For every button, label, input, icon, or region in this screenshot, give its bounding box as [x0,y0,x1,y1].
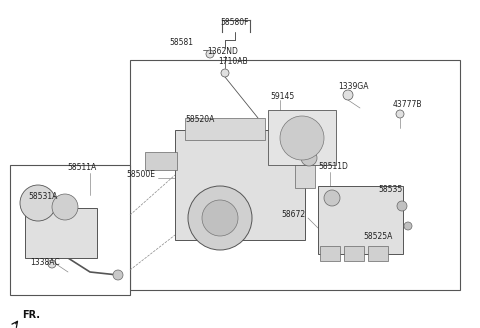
Circle shape [48,260,56,268]
FancyBboxPatch shape [368,246,388,261]
Text: 58531A: 58531A [28,192,58,201]
Text: 58580F: 58580F [221,18,249,27]
Text: 58672: 58672 [281,210,305,219]
FancyBboxPatch shape [185,118,265,140]
FancyBboxPatch shape [320,246,340,261]
Text: 58511A: 58511A [67,163,96,172]
Text: 58535: 58535 [378,185,402,194]
Circle shape [202,200,238,236]
Ellipse shape [280,116,324,160]
Circle shape [324,190,340,206]
FancyBboxPatch shape [25,208,97,258]
Text: 58525A: 58525A [363,232,392,241]
Circle shape [397,201,407,211]
Text: 58581: 58581 [169,38,193,47]
Circle shape [206,50,214,58]
Circle shape [404,222,412,230]
Circle shape [343,90,353,100]
FancyBboxPatch shape [318,186,403,254]
Circle shape [52,194,78,220]
FancyBboxPatch shape [268,110,336,165]
Circle shape [188,186,252,250]
FancyBboxPatch shape [344,246,364,261]
Circle shape [20,185,56,221]
Text: FR.: FR. [22,310,40,320]
FancyBboxPatch shape [10,165,130,295]
Text: 1338AC: 1338AC [30,258,60,267]
Circle shape [396,110,404,118]
FancyBboxPatch shape [295,148,315,188]
FancyBboxPatch shape [145,152,177,170]
FancyBboxPatch shape [130,60,460,290]
Circle shape [221,69,229,77]
Circle shape [113,270,123,280]
Text: 43777B: 43777B [393,100,422,109]
Text: 58511D: 58511D [318,162,348,171]
Text: 58520A: 58520A [185,115,215,124]
Text: 59145: 59145 [270,92,294,101]
Text: 58500E: 58500E [126,170,155,179]
Circle shape [301,150,317,166]
Text: 1710AB: 1710AB [218,57,248,66]
Text: 1362ND: 1362ND [207,47,238,56]
FancyBboxPatch shape [175,130,305,240]
Text: 1339GA: 1339GA [338,82,369,91]
